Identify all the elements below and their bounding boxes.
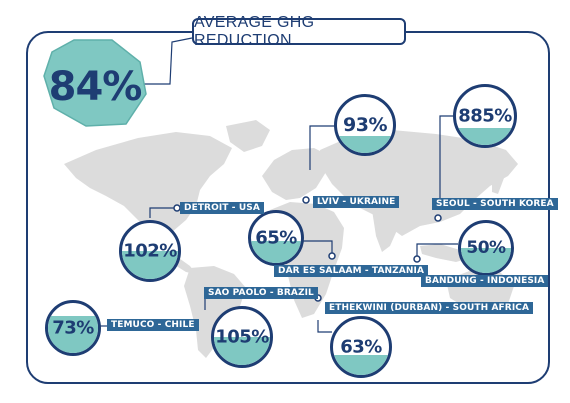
- circle-ethekwini: 63%: [330, 316, 392, 378]
- value-dar: 65%: [255, 227, 297, 249]
- value-lviv: 93%: [343, 114, 387, 136]
- fill-detroit: [122, 251, 178, 279]
- label-detroit: DETROIT - USA: [180, 202, 264, 214]
- circle-bandung: 50%: [458, 220, 514, 276]
- label-dar: DAR ES SALAAM - TANZANIA: [274, 265, 429, 277]
- value-temuco: 73%: [52, 317, 94, 339]
- fill-lviv: [337, 136, 393, 153]
- circle-saopaolo: 105%: [211, 306, 273, 368]
- circle-temuco: 73%: [45, 300, 101, 356]
- value-detroit: 102%: [123, 240, 177, 262]
- circle-lviv: 93%: [334, 94, 396, 156]
- label-lviv: LVIV - UKRAINE: [313, 196, 400, 208]
- fill-seoul: [456, 127, 514, 145]
- label-saopaolo: SAO PAOLO - BRAZIL: [204, 287, 318, 299]
- marker-dar: [328, 252, 336, 260]
- page-title: AVERAGE GHG REDUCTION: [192, 14, 406, 49]
- fill-bandung: [461, 248, 511, 273]
- page-title-text: AVERAGE GHG REDUCTION: [194, 13, 315, 49]
- fill-temuco: [48, 315, 98, 353]
- value-bandung: 50%: [466, 238, 506, 258]
- fill-saopaolo: [214, 337, 270, 365]
- label-seoul: SEOUL - SOUTH KOREA: [432, 198, 558, 210]
- label-temuco: TEMUCO - CHILE: [107, 319, 199, 331]
- value-seoul: 885%: [458, 105, 512, 127]
- fill-ethekwini: [333, 355, 389, 375]
- circle-detroit: 102%: [119, 220, 181, 282]
- value-ethekwini: 63%: [340, 336, 382, 358]
- label-bandung: BANDUNG - INDONESIA: [421, 275, 549, 287]
- marker-lviv: [302, 196, 310, 204]
- marker-seoul: [434, 214, 442, 222]
- marker-bandung: [413, 255, 421, 263]
- average-value: 84%: [48, 64, 143, 110]
- label-ethekwini: ETHEKWINI (DURBAN) - SOUTH AFRICA: [325, 302, 534, 314]
- circle-dar: 65%: [248, 210, 304, 266]
- fill-dar: [251, 240, 301, 263]
- circle-seoul: 885%: [453, 84, 517, 148]
- value-saopaolo: 105%: [215, 326, 269, 348]
